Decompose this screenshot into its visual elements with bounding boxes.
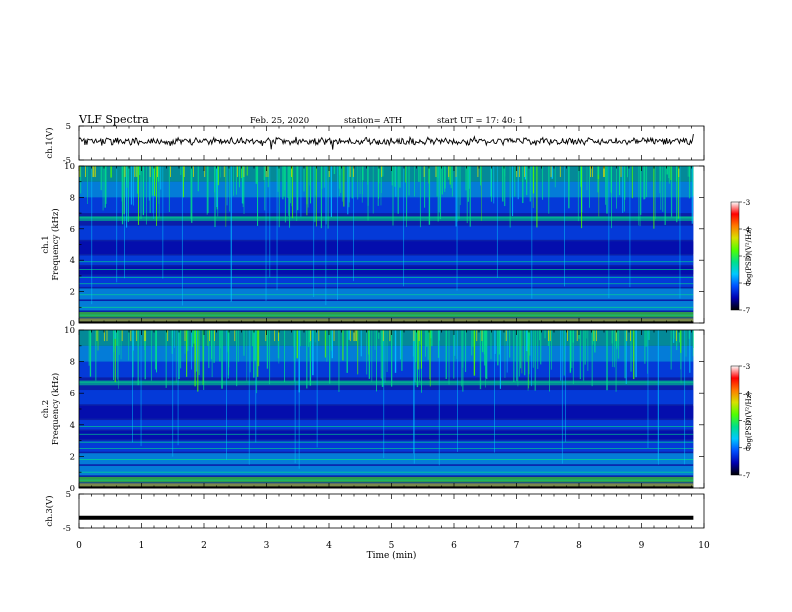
panel-frame [78, 493, 705, 529]
frequency-band [79, 380, 694, 386]
colorbar-tick-label: -3 [743, 362, 751, 371]
frequency-band [79, 390, 694, 405]
station-label: station= ATH [344, 116, 402, 126]
start-ut-label: start UT = 17: 40: 1 [437, 116, 524, 126]
panel-2: 0 2 4 6 8 10 ch.1 Frequency (kHz) -3 -4 -5 -6 -7 log(… [41, 162, 753, 329]
baseline-band [79, 486, 694, 489]
x-tick-label: 2 [201, 541, 207, 551]
channel-label: ch.1 [41, 235, 51, 253]
x-tick-label: 5 [389, 541, 395, 551]
panel-3: 0 2 4 6 8 10 ch.2 Frequency (kHz) -3 -4 -5 -6 -7 log(… [41, 326, 753, 494]
colorbar-tick-label: -6 [743, 444, 751, 453]
y-tick-label: -5 [63, 156, 71, 166]
y-tick-label: 10 [64, 162, 75, 172]
y-tick-label: 5 [66, 490, 71, 500]
colorbar-tick-label: -4 [743, 225, 751, 234]
y-tick-label: 6 [70, 225, 75, 235]
frequency-band [79, 216, 694, 221]
colorbar [730, 365, 740, 476]
y-tick-label: -5 [63, 524, 71, 534]
y-axis-label: ch.1(V) [44, 127, 55, 158]
panel-4: 5 -5 ch.3(V) 0 1 2 3 4 5 6 7 8 9 10 Time (min) [44, 490, 710, 561]
colorbar-tick-label: -7 [743, 471, 751, 480]
y-tick-label: 0 [70, 484, 75, 494]
colorbar-tick-label: -5 [743, 417, 751, 426]
figure-header: VLF Spectra Feb. 25, 2020 station= ATH s… [78, 113, 524, 126]
spectrogram-ch2 [79, 330, 694, 489]
frequency-band [79, 197, 694, 214]
colorbar-label: log(PSD)(V²/Hz) [745, 392, 753, 449]
y-tick-label: 4 [70, 256, 75, 266]
frequency-band [79, 301, 694, 311]
colorbar-tick-label: -4 [743, 389, 751, 398]
frequency-band [79, 345, 694, 362]
frequency-band [79, 241, 694, 254]
colorbar-tick-label: -7 [743, 306, 751, 315]
channel-label: ch.2 [41, 400, 51, 418]
frequency-band [79, 330, 694, 346]
colorbar-label: log(PSD)(V²/Hz) [745, 227, 753, 284]
frequency-band [79, 431, 694, 440]
y-tick-label: 5 [66, 122, 71, 132]
frequency-band [79, 420, 694, 430]
y-tick-label: 2 [70, 288, 75, 298]
frequency-band [79, 483, 694, 488]
baseline-band [79, 321, 694, 324]
x-tick-label: 10 [698, 541, 710, 551]
frequency-band [79, 288, 694, 300]
colorbar-tick-label: -3 [743, 198, 751, 207]
y-axis-label: Frequency (kHz) [50, 208, 61, 280]
frequency-band [79, 453, 694, 465]
x-tick-label: 9 [639, 541, 645, 551]
date-label: Feb. 25, 2020 [250, 116, 309, 126]
waveform-trace [78, 134, 694, 150]
x-tick-label: 0 [76, 541, 82, 551]
frequency-band [79, 275, 694, 287]
y-tick-label: 2 [70, 452, 75, 462]
colorbar-tick-label: -5 [743, 252, 751, 261]
x-tick-label: 7 [514, 541, 520, 551]
frequency-band [79, 181, 694, 198]
frequency-band [79, 225, 694, 240]
frequency-band [79, 166, 694, 182]
y-tick-label: 6 [70, 389, 75, 399]
panel-1: 5 -5 ch.1(V) [44, 122, 705, 166]
y-tick-label: 8 [70, 193, 75, 203]
frequency-band [79, 318, 694, 323]
frequency-band [79, 266, 694, 275]
x-tick-label: 4 [326, 541, 332, 551]
y-axis-label: Frequency (kHz) [50, 373, 61, 445]
frequency-band [79, 440, 694, 452]
y-tick-label: 4 [70, 421, 75, 431]
x-tick-label: 1 [139, 541, 145, 551]
frequency-band [79, 255, 694, 265]
spectrogram-ch1 [79, 166, 694, 324]
x-tick-label: 6 [451, 541, 457, 551]
colorbar-tick-label: -6 [743, 279, 751, 288]
frequency-band [79, 405, 694, 419]
colorbar [730, 201, 740, 311]
figure-title: VLF Spectra [78, 113, 149, 126]
x-tick-label: 8 [576, 541, 582, 551]
frequency-band [79, 361, 694, 378]
y-tick-label: 8 [70, 358, 75, 368]
x-axis-label: Time (min) [367, 550, 417, 561]
x-tick-label: 3 [264, 541, 270, 551]
y-tick-label: 10 [64, 326, 75, 336]
frequency-band [79, 465, 694, 476]
y-tick-label: 0 [70, 319, 75, 329]
y-axis-label: ch.3(V) [44, 495, 55, 526]
panel-frame [78, 125, 705, 161]
